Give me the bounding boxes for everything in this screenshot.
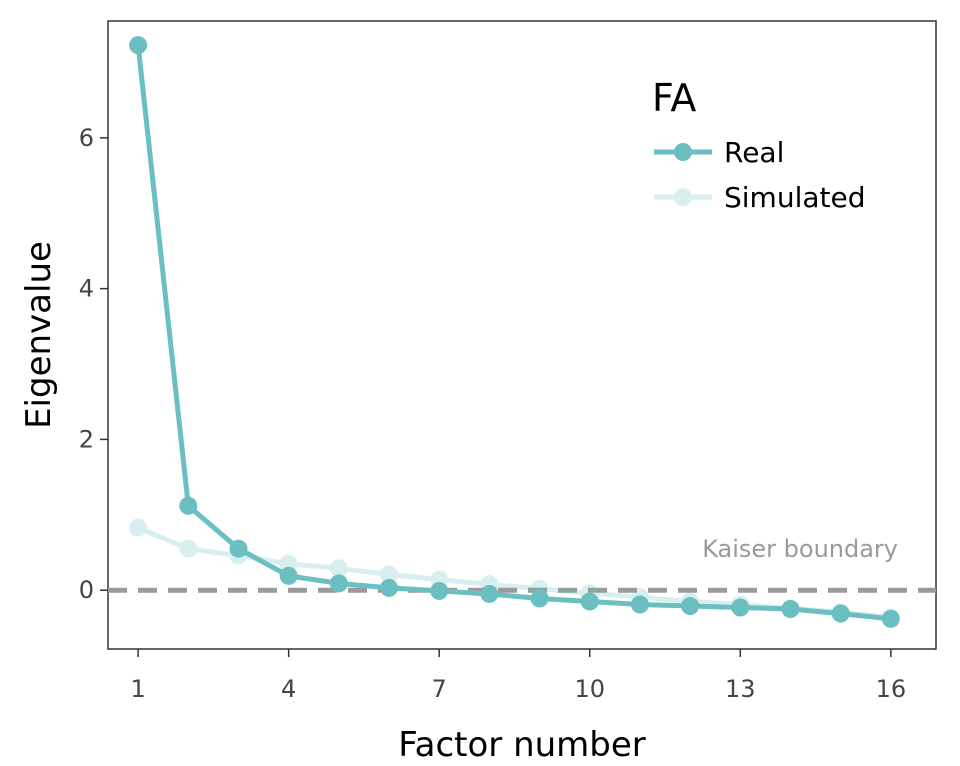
data-point (129, 36, 148, 55)
data-point (731, 598, 750, 617)
data-point (831, 604, 850, 623)
x-tick-label: 16 (876, 675, 907, 703)
x-tick-label: 1 (130, 675, 145, 703)
series-layer (129, 36, 900, 628)
series-line (135, 44, 892, 622)
x-tick-label: 13 (725, 675, 756, 703)
kaiser-boundary-label: Kaiser boundary (702, 535, 898, 563)
legend-label: Simulated (724, 181, 866, 214)
data-point (179, 539, 198, 558)
data-point (179, 496, 198, 515)
data-point (329, 559, 348, 578)
legend-item (654, 143, 712, 161)
legend-title: FA (652, 76, 696, 120)
data-point (530, 589, 549, 608)
data-point (781, 600, 800, 619)
data-point (380, 565, 399, 584)
legend-item (654, 188, 712, 206)
data-point (229, 539, 248, 558)
x-tick-label: 4 (281, 675, 296, 703)
legend-label: Real (724, 136, 784, 169)
data-point (279, 566, 298, 585)
x-tick-label: 7 (432, 675, 447, 703)
data-point (329, 574, 348, 593)
y-axis-title: Eigenvalue (19, 241, 59, 429)
y-tick-label: 4 (79, 275, 94, 303)
data-point (380, 578, 399, 597)
data-point (480, 584, 499, 603)
y-tick-label: 6 (79, 124, 94, 152)
data-point (881, 609, 900, 628)
data-point (630, 595, 649, 614)
legend-swatch-marker (674, 143, 692, 161)
y-axis: 0 2 4 6 (79, 124, 108, 604)
x-tick-label: 10 (574, 675, 605, 703)
data-point (681, 597, 700, 616)
y-tick-label: 0 (79, 576, 94, 604)
legend-swatch-marker (674, 188, 692, 206)
y-tick-label: 2 (79, 425, 94, 453)
data-point (129, 518, 148, 537)
data-point (430, 581, 449, 600)
legend: FA Real Simulated (652, 76, 866, 214)
legend-items: Real Simulated (654, 136, 866, 214)
x-axis-title: Factor number (398, 725, 646, 765)
plot-frame (107, 20, 937, 650)
x-axis: 1 4 7 10 13 16 (130, 649, 906, 703)
series-real (129, 36, 900, 628)
data-point (580, 592, 599, 611)
